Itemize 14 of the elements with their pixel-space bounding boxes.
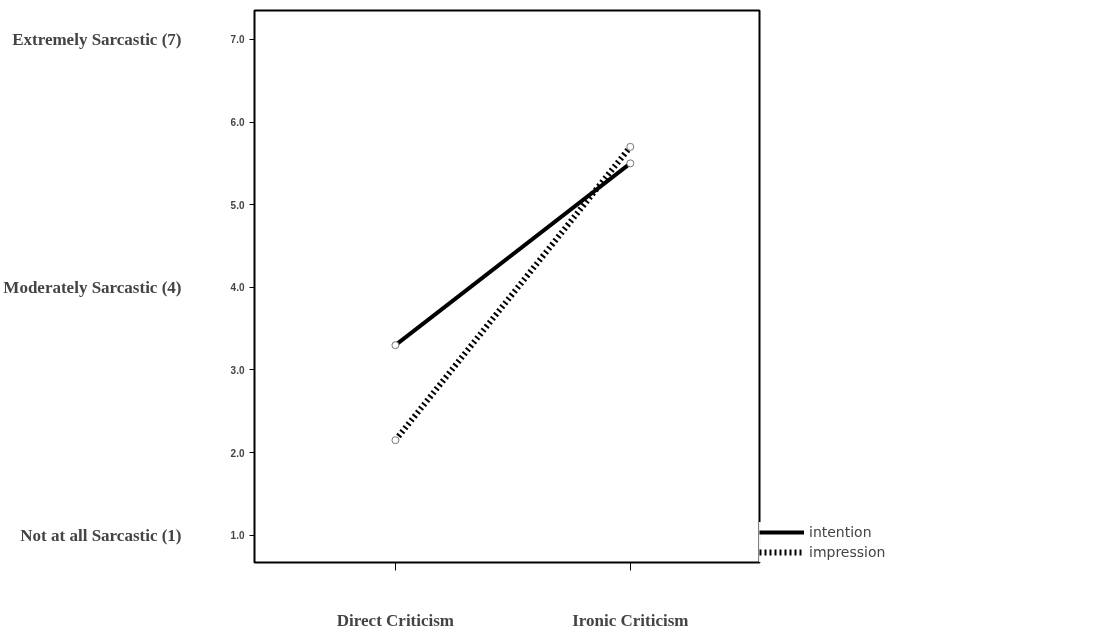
text: Not at all Sarcastic (1) (20, 525, 182, 545)
y-tick-label: 5.0 (230, 199, 245, 211)
y-tick-label: 1.0 (230, 530, 245, 542)
y-tick-label: 7.0 (230, 34, 245, 46)
x-tick-label: Direct Criticism (336, 610, 455, 630)
y-tick-label: 4.0 (230, 282, 245, 294)
y-tick-label: 3.0 (230, 364, 245, 376)
legend-label: impression (809, 544, 886, 560)
legend-label: intention (809, 524, 872, 540)
text: Extremely Sarcastic (7) (12, 29, 182, 49)
text: Moderately Sarcastic (4) (3, 277, 182, 297)
x-tick-label: Ironic Criticism (572, 610, 689, 630)
y-tick-label: 2.0 (230, 447, 245, 459)
y-tick-label: 6.0 (230, 117, 245, 129)
